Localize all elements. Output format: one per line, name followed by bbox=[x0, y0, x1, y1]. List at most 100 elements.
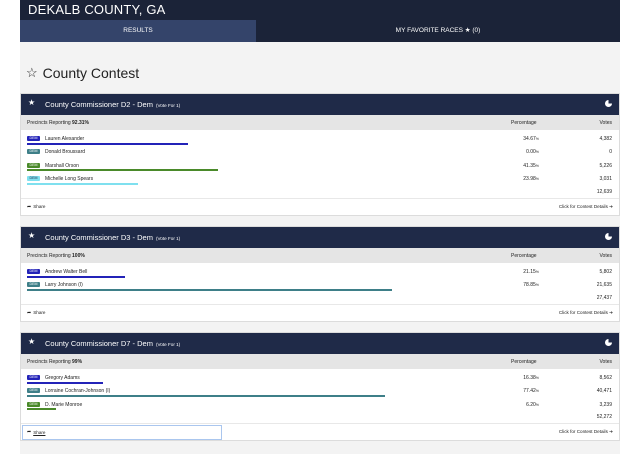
candidate-row: DEM Larry Johnson (I) 78.85% 21,635 bbox=[21, 279, 619, 292]
total-votes: 12,639 bbox=[596, 188, 612, 195]
precincts-row: Precincts Reporting 92.31% Percentage Vo… bbox=[21, 115, 619, 130]
candidate-name: Gregory Adams bbox=[45, 375, 80, 381]
pie-chart-icon[interactable] bbox=[605, 100, 612, 107]
party-badge: DEM bbox=[27, 388, 40, 394]
percentage-header: Percentage bbox=[511, 120, 537, 126]
precincts-value: 100% bbox=[72, 253, 85, 259]
candidate-row: DEM Michelle Long Spears 23.98% 3,031 bbox=[21, 173, 619, 186]
party-badge: DEM bbox=[27, 136, 40, 141]
candidate-name: D. Marie Monroe bbox=[45, 401, 83, 408]
party-badge: DEM bbox=[27, 149, 40, 155]
tab-my-favorite-races[interactable]: MY FAVORITE RACES ★ (0) bbox=[395, 27, 481, 34]
candidate-percentage: 0.00 bbox=[526, 149, 536, 156]
candidate-row: DEM D. Marie Monroe 6.20% 3,239 bbox=[21, 399, 619, 412]
candidate-percentage: 6.20 bbox=[526, 401, 536, 408]
share-label: Share bbox=[33, 310, 46, 316]
precincts-row: Precincts Reporting 100% Percentage Vote… bbox=[21, 248, 619, 263]
total-votes: 52,272 bbox=[596, 414, 612, 421]
share-link[interactable]: ➦ Share bbox=[27, 204, 45, 210]
candidate-row: DEM Marshall Orson 41.35% 5,226 bbox=[21, 160, 619, 173]
candidate-name: Lauren Alexander bbox=[45, 136, 85, 142]
candidate-votes: 4,382 bbox=[599, 136, 612, 142]
contest-details-link[interactable]: Click for Contest Details ➔ bbox=[558, 429, 613, 435]
contest-header: ★ County Commissioner D7 - Dem (Vote For … bbox=[21, 333, 619, 354]
contest-details-link[interactable]: Click for Contest Details ➔ bbox=[558, 309, 613, 315]
vote-share-bar bbox=[27, 169, 219, 172]
vote-for-label: (Vote For 1) bbox=[155, 103, 181, 108]
votes-header: Votes bbox=[599, 120, 612, 126]
candidate-name: Michelle Long Spears bbox=[45, 176, 94, 183]
contest-name: County Commissioner D7 - Dem bbox=[45, 339, 153, 348]
party-badge: DEM bbox=[27, 162, 40, 168]
tab-results[interactable]: RESULTS bbox=[20, 20, 256, 42]
share-link[interactable]: ➦ Share bbox=[27, 429, 45, 435]
share-focus-outline bbox=[22, 425, 222, 441]
candidate-percentage: 23.98 bbox=[523, 176, 536, 183]
candidate-row: DEM Lauren Alexander 34.67% 4,382 bbox=[21, 133, 619, 146]
votes-header: Votes bbox=[599, 359, 612, 365]
party-badge: DEM bbox=[27, 282, 40, 288]
app-header: DEKALB COUNTY, GA RESULTS MY FAVORITE RA… bbox=[20, 0, 620, 42]
contest-header: ★ County Commissioner D2 - Dem (Vote For … bbox=[21, 94, 619, 115]
percentage-header: Percentage bbox=[511, 253, 537, 259]
vote-share-bar bbox=[27, 408, 56, 411]
candidate-votes: 5,802 bbox=[599, 269, 612, 275]
vote-share-bar bbox=[27, 275, 125, 278]
candidate-votes: 3,031 bbox=[599, 176, 612, 183]
candidate-votes: 21,635 bbox=[596, 282, 612, 289]
pie-chart-icon[interactable] bbox=[605, 339, 612, 346]
candidate-percentage: 21.15 bbox=[523, 269, 536, 275]
candidate-name: Andrew Walter Bell bbox=[45, 269, 88, 275]
percentage-header: Percentage bbox=[511, 359, 537, 365]
main-content: ☆ County Contest ★ County Commissioner D… bbox=[20, 42, 620, 454]
candidate-votes: 5,226 bbox=[599, 162, 612, 169]
precincts-label: Precincts Reporting bbox=[27, 253, 71, 259]
precincts-row: Precincts Reporting 99% Percentage Votes bbox=[21, 354, 619, 369]
candidate-row: DEM Andrew Walter Bell 21.15% 5,802 bbox=[21, 266, 619, 279]
candidate-percentage: 77.42 bbox=[523, 388, 536, 395]
contest-name: County Commissioner D3 - Dem bbox=[45, 233, 153, 242]
total-row: 12,639 bbox=[21, 187, 619, 198]
candidate-name: Larry Johnson (I) bbox=[45, 282, 83, 289]
pie-chart-icon[interactable] bbox=[605, 233, 612, 240]
contest-card: ★ County Commissioner D2 - Dem (Vote For … bbox=[20, 93, 620, 216]
party-badge: DEM bbox=[27, 176, 40, 182]
total-row: 27,437 bbox=[21, 293, 619, 304]
candidate-percentage: 16.38 bbox=[523, 375, 536, 381]
party-badge: DEM bbox=[27, 401, 40, 407]
share-label: Share bbox=[33, 429, 46, 435]
candidate-name: Marshall Orson bbox=[45, 162, 79, 169]
vote-share-bar bbox=[27, 142, 188, 145]
contest-name: County Commissioner D2 - Dem bbox=[45, 100, 153, 109]
page-title-text: County Contest bbox=[42, 65, 140, 81]
votes-header: Votes bbox=[599, 253, 612, 259]
total-votes: 27,437 bbox=[596, 294, 612, 301]
vote-share-bar bbox=[27, 381, 103, 384]
party-badge: DEM bbox=[27, 375, 40, 380]
contest-card: ★ County Commissioner D7 - Dem (Vote For … bbox=[20, 332, 620, 442]
vote-for-label: (Vote For 1) bbox=[155, 236, 181, 241]
star-outline-icon[interactable]: ☆ bbox=[26, 65, 38, 80]
candidate-percentage: 34.67 bbox=[523, 136, 536, 142]
precincts-value: 92.31% bbox=[72, 120, 89, 126]
candidate-percentage: 78.85 bbox=[523, 282, 536, 289]
contest-footer: ➦ Share Click for Contest Details ➔ bbox=[21, 197, 619, 215]
candidate-row: DEM Lorraine Cochran-Johnson (I) 77.42% … bbox=[21, 385, 619, 398]
contest-details-link[interactable]: Click for Contest Details ➔ bbox=[558, 203, 613, 209]
candidate-votes: 40,471 bbox=[596, 388, 612, 395]
share-arrow-icon: ➦ bbox=[27, 429, 32, 436]
contest-card: ★ County Commissioner D3 - Dem (Vote For … bbox=[20, 226, 620, 322]
vote-share-bar bbox=[27, 288, 393, 291]
share-link[interactable]: ➦ Share bbox=[27, 310, 45, 316]
favorite-star-icon[interactable]: ★ bbox=[28, 98, 36, 107]
favorite-star-icon[interactable]: ★ bbox=[28, 231, 36, 240]
vote-share-bar bbox=[27, 394, 386, 397]
candidate-percentage: 41.35 bbox=[523, 162, 536, 169]
candidate-votes: 0 bbox=[609, 149, 612, 156]
favorite-star-icon[interactable]: ★ bbox=[28, 337, 36, 346]
contest-footer: ➦ Share Click for Contest Details ➔ bbox=[21, 423, 619, 441]
precincts-label: Precincts Reporting bbox=[27, 120, 71, 126]
candidate-name: Donald Broussard bbox=[45, 149, 86, 156]
candidate-votes: 3,239 bbox=[599, 401, 612, 408]
vote-for-label: (Vote For 1) bbox=[155, 342, 181, 347]
